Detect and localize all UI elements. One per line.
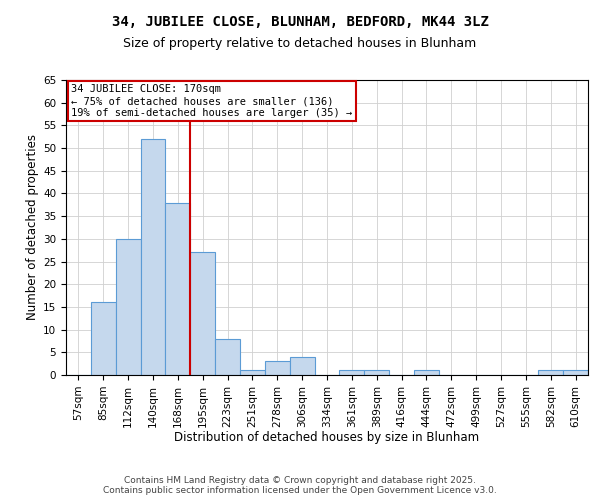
Bar — [240, 370, 265, 375]
X-axis label: Distribution of detached houses by size in Blunham: Distribution of detached houses by size … — [175, 431, 479, 444]
Bar — [414, 370, 439, 375]
Bar — [166, 202, 190, 375]
Y-axis label: Number of detached properties: Number of detached properties — [26, 134, 39, 320]
Bar — [290, 357, 314, 375]
Bar — [190, 252, 215, 375]
Bar — [140, 139, 166, 375]
Bar — [265, 362, 290, 375]
Text: Size of property relative to detached houses in Blunham: Size of property relative to detached ho… — [124, 38, 476, 51]
Bar — [538, 370, 563, 375]
Bar — [116, 239, 140, 375]
Bar — [563, 370, 588, 375]
Text: 34 JUBILEE CLOSE: 170sqm
← 75% of detached houses are smaller (136)
19% of semi-: 34 JUBILEE CLOSE: 170sqm ← 75% of detach… — [71, 84, 352, 117]
Bar — [215, 338, 240, 375]
Text: 34, JUBILEE CLOSE, BLUNHAM, BEDFORD, MK44 3LZ: 34, JUBILEE CLOSE, BLUNHAM, BEDFORD, MK4… — [112, 15, 488, 29]
Bar — [340, 370, 364, 375]
Bar — [364, 370, 389, 375]
Bar — [91, 302, 116, 375]
Text: Contains HM Land Registry data © Crown copyright and database right 2025.
Contai: Contains HM Land Registry data © Crown c… — [103, 476, 497, 495]
